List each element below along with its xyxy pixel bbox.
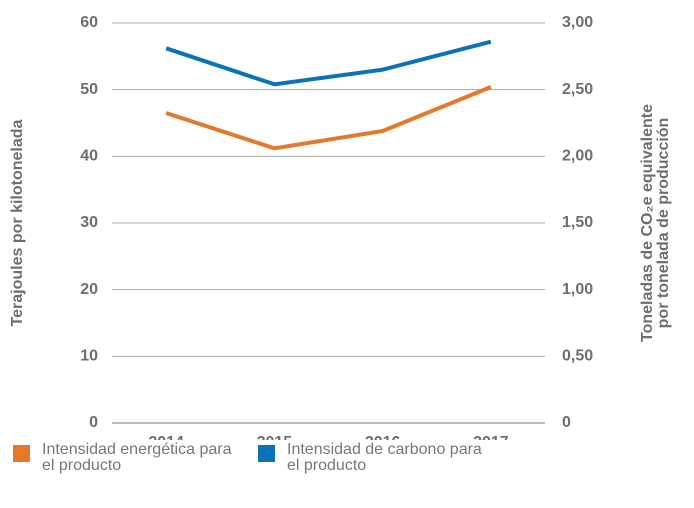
y2-tick-label: 3,00	[562, 14, 593, 31]
y-tick-label: 60	[80, 14, 98, 31]
chart: 0 10 20 30 40 50 60 0 0,50 1,00 1,50 2,00 2,50 3,00 Te…	[9, 14, 672, 440]
line-series	[165, 85, 492, 151]
y2-tick-label: 1,00	[562, 281, 593, 298]
y2-tick-label: 2,00	[562, 148, 593, 165]
y2-tick-label: 0,50	[562, 348, 593, 365]
y-tick-label: 10	[80, 348, 98, 365]
line-series	[165, 39, 492, 87]
legend-item: Intensidad de carbono para el producto	[258, 442, 487, 474]
legend-swatch	[258, 445, 275, 462]
y2-tick-label: 0	[562, 414, 571, 431]
legend-item: Intensidad energética para el producto	[13, 442, 242, 474]
y-tick-label: 30	[80, 214, 98, 231]
legend-label: Intensidad de carbono para el producto	[287, 441, 482, 474]
x-tick-label: 2017	[473, 434, 509, 440]
y2-axis-label: Toneladas de CO₂e equivalente	[639, 104, 656, 342]
y-axis-label: Terajoules por kilotonelada	[9, 119, 26, 326]
y-tick-label: 40	[80, 148, 98, 165]
y2-axis-label: por tonelada de producción	[655, 118, 672, 329]
y-tick-label: 50	[80, 81, 98, 98]
y-tick-label: 0	[89, 414, 98, 431]
x-tick-label: 2016	[365, 434, 401, 440]
legend-label: Intensidad energética para el producto	[42, 441, 232, 474]
x-tick-label: 2014	[148, 434, 184, 440]
y-tick-label: 20	[80, 281, 98, 298]
y2-tick-label: 2,50	[562, 81, 593, 98]
legend-swatch	[13, 445, 30, 462]
y2-tick-label: 1,50	[562, 214, 593, 231]
x-tick-label: 2015	[257, 434, 293, 440]
